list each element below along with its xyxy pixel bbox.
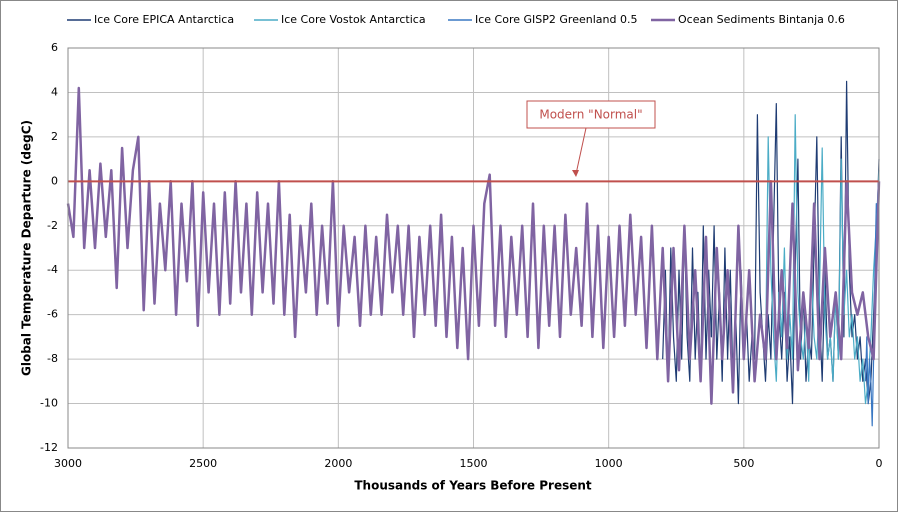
legend-label: Ice Core GISP2 Greenland 0.5: [475, 13, 637, 26]
x-tick-label: 2500: [189, 457, 217, 470]
x-tick-label: 3000: [54, 457, 82, 470]
x-tick-label: 0: [876, 457, 883, 470]
x-tick-label: 500: [733, 457, 754, 470]
y-tick-label: 4: [51, 85, 58, 98]
plot-lines: [66, 80, 881, 427]
legend: Ice Core EPICA Antarctica Ice Core Vostok…: [67, 13, 845, 26]
y-tick-label: -12: [40, 441, 58, 454]
annotation-arrow: [575, 127, 587, 175]
x-tick-label: 1500: [460, 457, 488, 470]
y-tick-label: 2: [51, 130, 58, 143]
plot-frame: [67, 47, 880, 449]
y-tick-label: 6: [51, 41, 58, 54]
annotation-box: [526, 100, 656, 129]
y-tick-label: -8: [47, 352, 58, 365]
x-tick-label: 1000: [595, 457, 623, 470]
y-tick-label: -10: [40, 397, 58, 410]
annotation-label: Modern "Normal": [539, 108, 642, 122]
legend-label: Ice Core Vostok Antarctica: [281, 13, 426, 26]
y-tick-label: -4: [47, 263, 58, 276]
series-line: [864, 192, 880, 427]
y-tick-label: -2: [47, 219, 58, 232]
x-tick-label: 2000: [324, 457, 352, 470]
x-axis-title: Thousands of Years Before Present: [354, 479, 592, 493]
annotation: Modern "Normal": [526, 100, 656, 177]
legend-label: Ice Core EPICA Antarctica: [94, 13, 234, 26]
y-tick-label: 0: [51, 174, 58, 187]
series-line: [764, 114, 880, 405]
legend-label: Ocean Sediments Bintanja 0.6: [678, 13, 845, 26]
y-axis-title: Global Temperature Departure (degC): [20, 120, 34, 376]
annotation-arrowhead: [572, 170, 579, 177]
series-line: [66, 86, 881, 405]
y-tick-label: -6: [47, 308, 58, 321]
